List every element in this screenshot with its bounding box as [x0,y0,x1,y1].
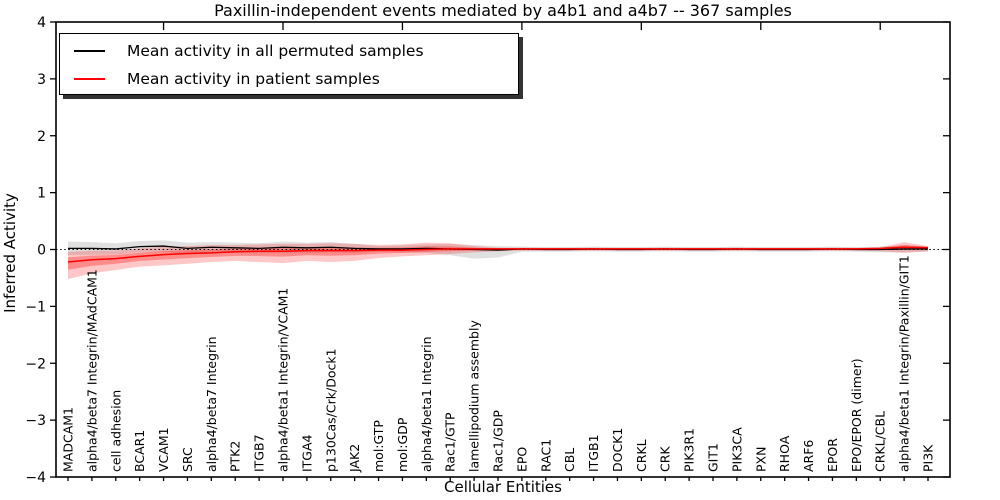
x-tick-label: mol:GTP [371,420,386,472]
x-tick-label: RAC1 [538,439,553,472]
x-tick-label: RHOA [777,435,792,472]
x-tick-label: CRK [658,446,673,472]
x-tick-label: alpha4/beta1 Integrin [419,336,434,472]
chart-title: Paxillin-independent events mediated by … [214,1,792,20]
x-tick-label: EPOR [825,438,840,472]
x-tick-label: DOCK1 [610,428,625,472]
y-tick-label: 4 [37,15,46,31]
x-tick-label: alpha4/beta7 Integrin/MAdCAM1 [84,269,99,472]
x-tick-label: CBL [562,448,577,472]
patient-mean-line [67,246,929,263]
x-tick-label: ITGB1 [586,434,601,472]
x-tick-label: Rac1/GTP [443,412,458,472]
x-tick-label: alpha4/beta1 Integrin/VCAM1 [276,288,291,472]
legend-label: Mean activity in patient samples [127,70,380,88]
y-tick-label: 0 [37,243,46,259]
x-tick-label: PXN [753,447,768,472]
x-tick-label: MADCAM1 [61,407,76,472]
x-tick-label: lamellipodium assembly [467,320,482,472]
y-tick-label: 3 [37,72,46,88]
x-tick-label: Rac1/GDP [491,410,506,472]
y-tick-label: 2 [37,129,46,145]
x-tick-label: VCAM1 [156,427,171,472]
x-tick-label: mol:GDP [395,417,410,472]
x-tick-label: GIT1 [706,443,721,472]
x-tick-label: cell adhesion [108,390,123,472]
x-tick-label: SRC [180,447,195,472]
x-tick-label: JAK2 [347,444,362,473]
x-tick-label: PIK3R1 [682,428,697,472]
x-tick-label: CRKL/CBL [873,411,888,472]
legend-label: Mean activity in all permuted samples [127,42,424,60]
x-tick-label: PTK2 [228,441,243,472]
x-tick-label: BCAR1 [132,430,147,472]
y-tick-label: −1 [25,299,46,315]
x-tick-label: alpha4/beta1 Integrin/Paxillin/GIT1 [897,255,912,472]
y-tick-label: −4 [25,470,46,486]
x-tick-label: alpha4/beta7 Integrin [204,336,219,472]
y-axis-title: Inferred Activity [1,193,19,313]
x-tick-label: p130Cas/Crk/Dock1 [323,348,338,472]
x-tick-label: EPO/EPOR (dimer) [849,358,864,472]
x-tick-label: EPO [514,447,529,472]
legend-line-sample-red [74,78,105,80]
x-tick-label: PIK3CA [729,427,744,472]
x-tick-label: ITGA4 [299,434,314,472]
x-tick-label: ITGB7 [252,434,267,472]
x-tick-label: PI3K [921,444,936,472]
y-tick-label: −2 [25,356,46,372]
legend: Mean activity in all permuted samples Me… [59,33,519,95]
legend-line-sample-black [74,50,105,52]
y-tick-label: −3 [25,413,46,429]
y-tick-label: 1 [37,186,46,202]
x-tick-label: CRKL [634,439,649,472]
legend-item-permuted: Mean activity in all permuted samples [60,37,518,65]
x-axis-title: Cellular Entities [444,478,562,496]
x-tick-label: ARF6 [801,440,816,472]
legend-item-patient: Mean activity in patient samples [60,65,518,93]
